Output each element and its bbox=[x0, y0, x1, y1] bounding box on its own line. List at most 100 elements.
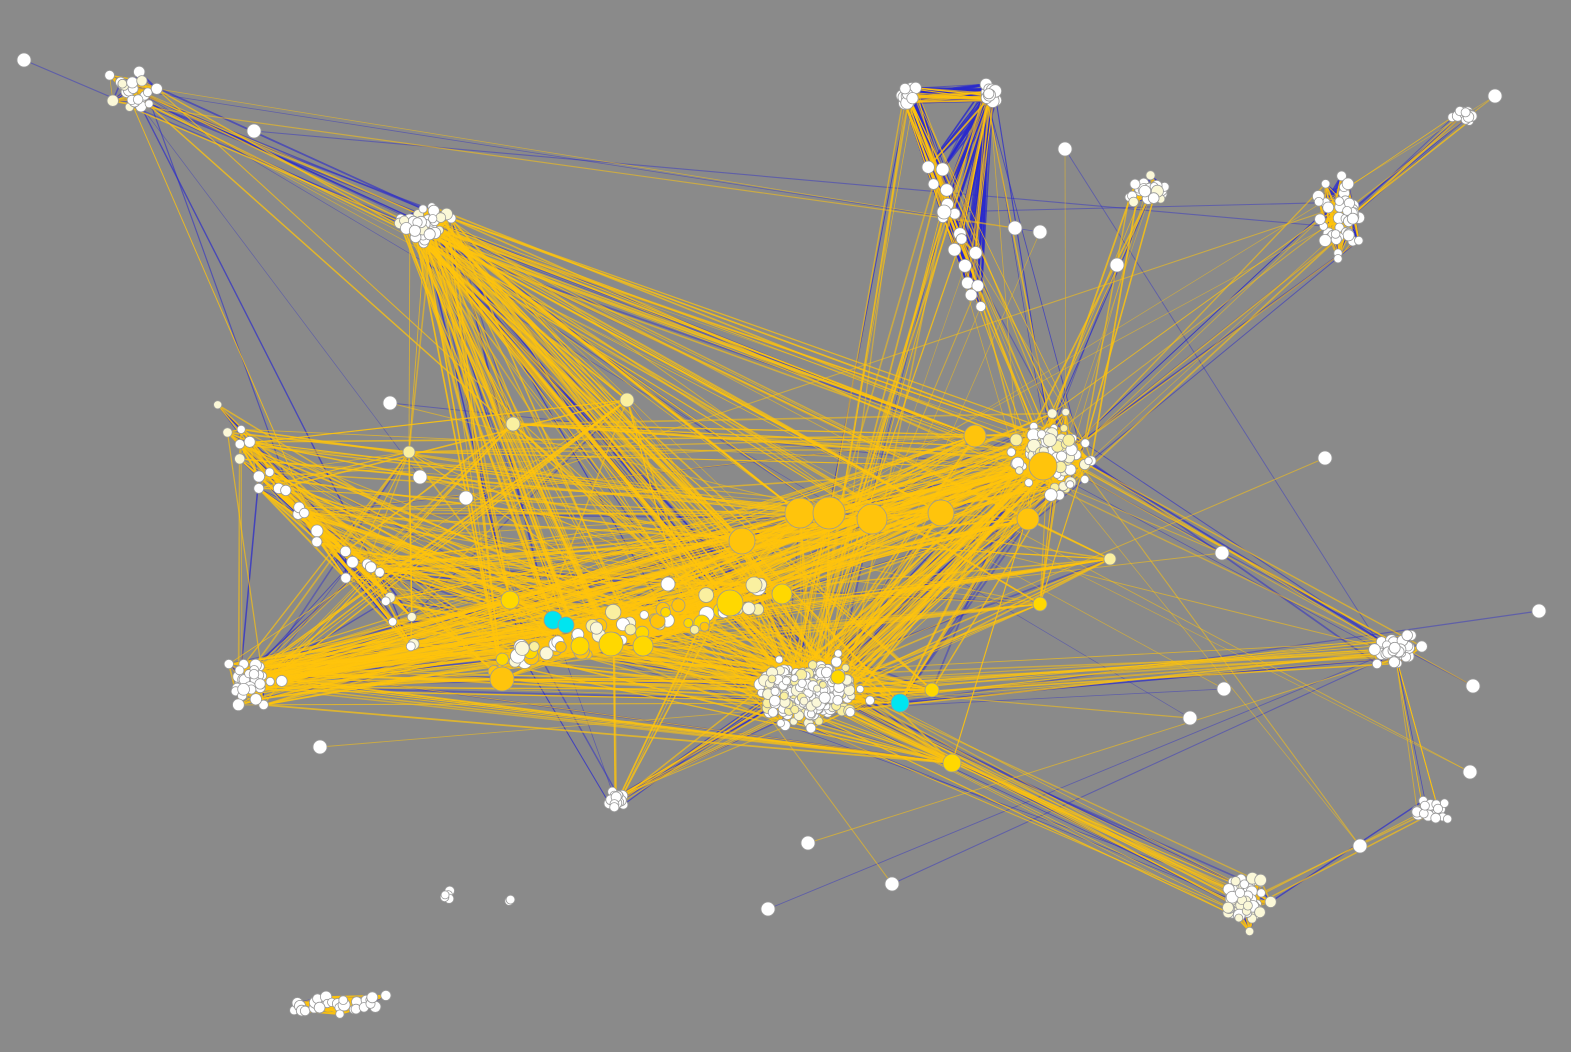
graph-node[interactable] bbox=[387, 617, 398, 627]
graph-node[interactable] bbox=[1064, 463, 1077, 476]
graph-node[interactable] bbox=[927, 499, 955, 527]
graph-node[interactable] bbox=[248, 669, 260, 680]
graph-node[interactable] bbox=[799, 696, 809, 706]
graph-node[interactable] bbox=[1460, 107, 1471, 118]
graph-node[interactable] bbox=[790, 674, 799, 683]
graph-node[interactable] bbox=[790, 705, 800, 715]
graph-node[interactable] bbox=[1046, 408, 1058, 419]
graph-node[interactable] bbox=[313, 1001, 326, 1014]
graph-node[interactable] bbox=[299, 1005, 311, 1017]
graph-node[interactable] bbox=[742, 601, 756, 615]
graph-node[interactable] bbox=[609, 802, 620, 813]
graph-node[interactable] bbox=[884, 876, 900, 892]
graph-node[interactable] bbox=[813, 684, 822, 693]
graph-node[interactable] bbox=[458, 490, 474, 506]
graph-node[interactable] bbox=[683, 618, 694, 628]
graph-node[interactable] bbox=[1145, 170, 1156, 181]
graph-node[interactable] bbox=[1342, 205, 1352, 216]
graph-node[interactable] bbox=[1222, 901, 1234, 914]
graph-node[interactable] bbox=[237, 682, 250, 696]
graph-node[interactable] bbox=[1256, 888, 1266, 898]
graph-node[interactable] bbox=[1080, 438, 1091, 448]
graph-node[interactable] bbox=[505, 894, 516, 905]
graph-node[interactable] bbox=[899, 82, 911, 95]
graph-node[interactable] bbox=[1243, 900, 1253, 911]
graph-node[interactable] bbox=[942, 753, 962, 773]
graph-node[interactable] bbox=[236, 424, 246, 434]
graph-node[interactable] bbox=[689, 624, 700, 635]
graph-node[interactable] bbox=[440, 890, 450, 900]
graph-node[interactable] bbox=[963, 424, 987, 448]
graph-node[interactable] bbox=[252, 470, 265, 483]
graph-node[interactable] bbox=[1080, 474, 1090, 484]
graph-node[interactable] bbox=[660, 576, 676, 592]
graph-node[interactable] bbox=[528, 641, 540, 652]
graph-node[interactable] bbox=[1388, 656, 1400, 669]
graph-node[interactable] bbox=[784, 497, 816, 529]
graph-node[interactable] bbox=[1254, 906, 1266, 918]
graph-node[interactable] bbox=[311, 536, 323, 548]
graph-node[interactable] bbox=[598, 631, 624, 657]
graph-node[interactable] bbox=[1065, 480, 1075, 489]
graph-node[interactable] bbox=[126, 76, 139, 89]
graph-node[interactable] bbox=[1044, 488, 1058, 502]
graph-node[interactable] bbox=[1314, 213, 1326, 226]
graph-node[interactable] bbox=[1028, 451, 1058, 481]
graph-node[interactable] bbox=[1334, 196, 1345, 206]
graph-node[interactable] bbox=[428, 214, 438, 224]
graph-node[interactable] bbox=[834, 649, 843, 658]
graph-node[interactable] bbox=[856, 503, 888, 535]
graph-node[interactable] bbox=[1318, 234, 1332, 247]
graph-node[interactable] bbox=[1036, 429, 1047, 440]
graph-node[interactable] bbox=[366, 991, 379, 1004]
graph-node[interactable] bbox=[264, 467, 275, 478]
graph-node[interactable] bbox=[1006, 447, 1017, 457]
graph-node[interactable] bbox=[243, 435, 256, 448]
graph-node[interactable] bbox=[1234, 887, 1246, 898]
graph-node[interactable] bbox=[1314, 197, 1324, 207]
graph-node[interactable] bbox=[619, 392, 635, 408]
graph-node[interactable] bbox=[1147, 192, 1160, 204]
graph-node[interactable] bbox=[1109, 257, 1125, 273]
graph-node[interactable] bbox=[1354, 235, 1364, 246]
graph-node[interactable] bbox=[1465, 678, 1481, 694]
graph-node[interactable] bbox=[927, 178, 940, 190]
graph-node[interactable] bbox=[380, 989, 392, 1001]
graph-node[interactable] bbox=[435, 212, 447, 223]
graph-node[interactable] bbox=[1015, 466, 1024, 475]
graph-node[interactable] bbox=[1234, 913, 1244, 923]
graph-node[interactable] bbox=[234, 453, 246, 465]
graph-node[interactable] bbox=[402, 445, 416, 459]
graph-node[interactable] bbox=[699, 621, 710, 632]
graph-node[interactable] bbox=[841, 663, 850, 672]
graph-node[interactable] bbox=[768, 694, 781, 707]
graph-node[interactable] bbox=[1330, 229, 1341, 239]
graph-node[interactable] bbox=[106, 94, 119, 107]
graph-node[interactable] bbox=[1317, 450, 1333, 466]
graph-node[interactable] bbox=[1043, 433, 1057, 448]
graph-node[interactable] bbox=[968, 246, 983, 260]
graph-node[interactable] bbox=[845, 707, 856, 718]
graph-node[interactable] bbox=[971, 279, 985, 293]
graph-node[interactable] bbox=[1462, 764, 1478, 780]
graph-node[interactable] bbox=[1368, 643, 1381, 656]
graph-node[interactable] bbox=[760, 901, 776, 917]
graph-node[interactable] bbox=[144, 99, 154, 109]
graph-node[interactable] bbox=[808, 660, 818, 670]
graph-node[interactable] bbox=[280, 484, 292, 496]
graph-node[interactable] bbox=[1336, 170, 1347, 182]
graph-node[interactable] bbox=[418, 204, 428, 214]
graph-node[interactable] bbox=[1056, 450, 1068, 462]
graph-node[interactable] bbox=[964, 288, 978, 302]
graph-node[interactable] bbox=[1245, 926, 1255, 937]
graph-node[interactable] bbox=[865, 695, 875, 706]
graph-node[interactable] bbox=[275, 675, 288, 687]
graph-node[interactable] bbox=[380, 596, 391, 606]
graph-node[interactable] bbox=[136, 75, 148, 87]
graph-node[interactable] bbox=[539, 646, 554, 661]
graph-node[interactable] bbox=[234, 438, 245, 450]
graph-node[interactable] bbox=[1062, 433, 1076, 447]
graph-node[interactable] bbox=[132, 94, 144, 105]
graph-node[interactable] bbox=[1420, 800, 1430, 811]
graph-node[interactable] bbox=[554, 641, 567, 653]
